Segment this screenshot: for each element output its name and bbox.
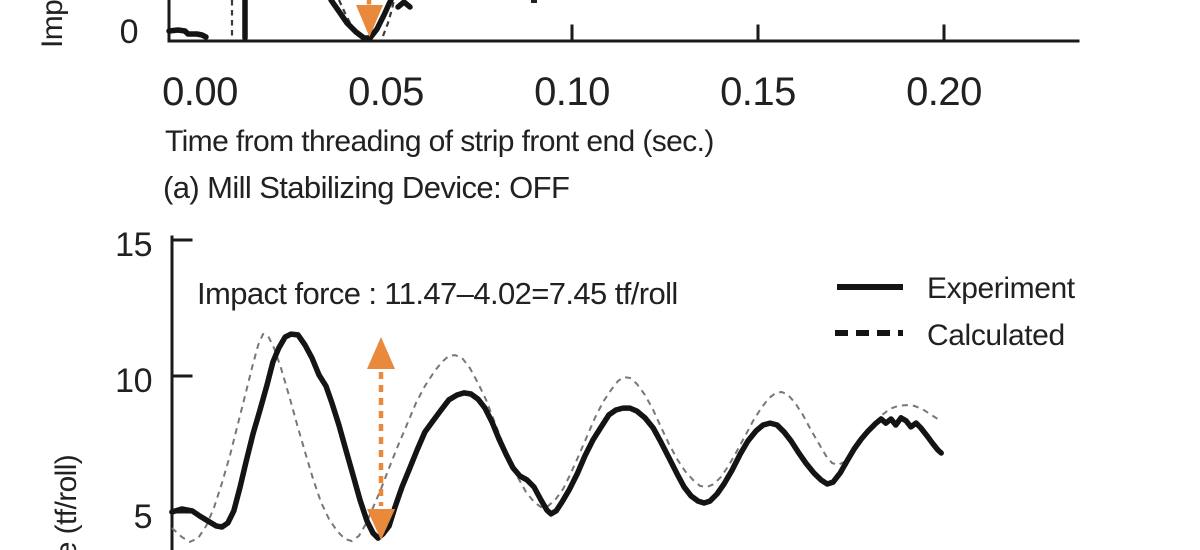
panel-a: 0 Impact force (tf/roll) 0.00 0.05 0.10 … xyxy=(36,0,1080,205)
calculated-curve-fragment xyxy=(381,0,396,37)
panel-a-y-axis-label: Impact force (tf/roll) xyxy=(36,0,69,48)
panel-a-x-ticks xyxy=(570,24,946,43)
y-tick-label-15: 15 xyxy=(115,226,152,264)
cropped-text-remnant xyxy=(531,0,537,3)
down-arrowhead-icon xyxy=(356,5,383,37)
panel-a-x-axis-label: Time from threading of strip front end (… xyxy=(165,125,714,158)
panel-b-impact-arrow xyxy=(367,337,395,540)
panel-b-y-axis-label: Impact force (tf/roll) xyxy=(50,455,83,550)
calculated-curve xyxy=(171,332,942,544)
up-arrowhead-icon xyxy=(367,337,395,369)
experiment-curve-fragment xyxy=(166,27,209,40)
panel-b-curves xyxy=(169,331,944,544)
y-tick-label-5: 5 xyxy=(134,498,152,536)
panel-a-axes xyxy=(167,0,1080,43)
x-tick-label-015: 0.15 xyxy=(720,70,796,114)
panel-a-caption: (a) Mill Stabilizing Device: OFF xyxy=(163,170,569,205)
x-tick-label-010: 0.10 xyxy=(534,70,610,114)
down-arrowhead-icon xyxy=(367,509,395,540)
x-tick-label-000: 0.00 xyxy=(162,70,238,114)
legend-label-experiment: Experiment xyxy=(927,272,1076,305)
panel-b-y-ticks xyxy=(170,238,193,514)
panel-a-curve-fragments xyxy=(166,0,413,41)
legend: Experiment Calculated xyxy=(835,272,1076,352)
experiment-curve-fragment xyxy=(328,0,394,41)
legend-label-calculated: Calculated xyxy=(927,319,1065,352)
y-tick-label-10: 10 xyxy=(115,362,152,400)
x-tick-label-005: 0.05 xyxy=(348,70,424,114)
experiment-curve xyxy=(169,331,944,541)
panel-b: 15 10 5 Impact force (tf/roll) Impact fo… xyxy=(50,226,1076,550)
panel-a-y-tick-label: 0 xyxy=(120,13,138,51)
impact-force-annotation: Impact force : 11.47–4.02=7.45 tf/roll xyxy=(197,276,678,311)
experiment-curve-fragment xyxy=(395,0,413,10)
x-tick-label-020: 0.20 xyxy=(906,70,982,114)
panel-a-impact-arrow xyxy=(356,0,383,37)
